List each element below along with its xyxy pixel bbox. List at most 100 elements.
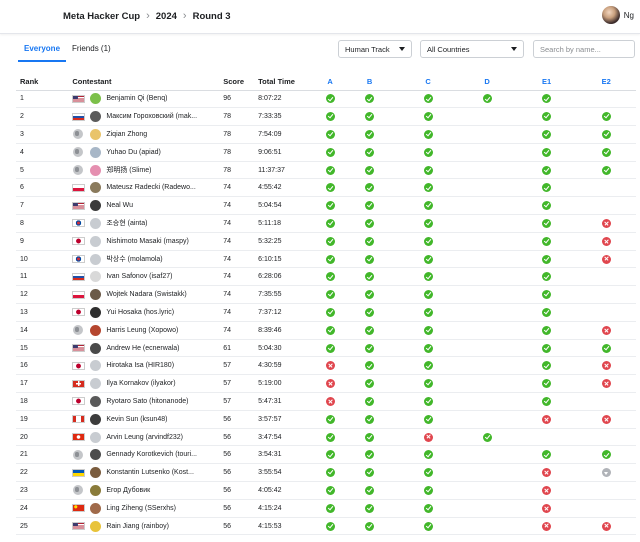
table-row[interactable]: 14 Harris Leung (Xopowo) 74 8:39:46 <box>16 321 636 340</box>
problem-cell-c[interactable] <box>398 161 458 180</box>
problem-cell-b[interactable] <box>340 445 399 465</box>
contestant-name[interactable]: Andrew He (ecnerwala) <box>106 344 180 352</box>
avatar[interactable] <box>90 520 102 532</box>
avatar[interactable] <box>90 253 102 265</box>
problem-cell-b[interactable] <box>340 392 399 411</box>
problem-cell-a[interactable] <box>319 232 341 251</box>
problem-cell-b[interactable] <box>340 303 399 322</box>
problem-cell-a[interactable] <box>319 339 341 358</box>
avatar[interactable] <box>90 342 102 354</box>
avatar[interactable] <box>90 217 102 229</box>
problem-cell-e1[interactable] <box>516 161 577 180</box>
table-row[interactable]: 11 Ivan Safonov (isaf27) 74 6:28:06 <box>16 267 636 287</box>
column-header-contestant[interactable]: Contestant <box>68 73 220 91</box>
search-input[interactable] <box>533 40 635 58</box>
problem-cell-a[interactable] <box>319 410 341 429</box>
problem-cell-a[interactable] <box>319 285 341 305</box>
problem-cell-b[interactable] <box>340 321 399 340</box>
table-row[interactable]: 10 박상수 (molamola) 74 6:10:15 <box>16 250 636 269</box>
table-row[interactable]: 12 Wojtek Nadara (Swistakk) 74 7:35:55 <box>16 285 636 305</box>
problem-cell-a[interactable] <box>319 374 341 394</box>
column-header-e1[interactable]: E1 <box>516 73 577 91</box>
contestant-name[interactable]: 박상수 (molamola) <box>106 256 163 264</box>
table-row[interactable]: 8 조승현 (ainta) 74 5:11:18 <box>16 214 636 233</box>
problem-cell-e1[interactable] <box>516 107 577 127</box>
problem-cell-c[interactable] <box>398 303 458 322</box>
avatar[interactable] <box>90 502 102 514</box>
problem-cell-e2[interactable] <box>576 232 636 251</box>
table-row[interactable]: 7 Neal Wu 74 5:04:54 <box>16 196 636 216</box>
problem-cell-b[interactable] <box>340 481 399 500</box>
problem-cell-c[interactable] <box>398 339 458 358</box>
problem-cell-e1[interactable] <box>516 374 577 394</box>
contestant-name[interactable]: Benjamin Qi (Benq) <box>106 95 168 103</box>
column-header-d[interactable]: D <box>457 73 517 91</box>
problem-cell-e1[interactable] <box>516 90 577 109</box>
contestant-name[interactable]: 조승현 (ainta) <box>106 220 148 228</box>
contestant-name[interactable]: Rain Jiang (rainboy) <box>106 522 169 530</box>
column-header-score[interactable]: Score <box>219 73 255 91</box>
avatar[interactable] <box>90 413 102 425</box>
problem-cell-c[interactable] <box>398 143 458 162</box>
table-row[interactable]: 21 Gennady Korotkevich (touri... 56 3:54:31 <box>16 445 636 465</box>
problem-cell-b[interactable] <box>340 499 399 518</box>
problem-cell-e1[interactable] <box>516 499 577 518</box>
problem-cell-a[interactable] <box>319 214 341 233</box>
contestant-name[interactable]: 郑明扬 (Slime) <box>106 167 152 175</box>
problem-cell-e1[interactable] <box>516 214 577 233</box>
problem-cell-c[interactable] <box>398 107 458 127</box>
problem-cell-a[interactable] <box>319 481 341 500</box>
avatar[interactable] <box>90 182 102 194</box>
problem-cell-e1[interactable] <box>516 356 577 376</box>
avatar[interactable] <box>90 306 102 318</box>
avatar[interactable] <box>90 128 102 140</box>
problem-cell-c[interactable] <box>398 214 458 233</box>
column-header-time[interactable]: Total Time <box>254 73 320 91</box>
problem-cell-e2[interactable] <box>576 214 636 233</box>
problem-cell-e2[interactable] <box>576 374 636 394</box>
table-row[interactable]: 6 Mateusz Radecki (Radewo... 74 4:55:42 <box>16 178 636 198</box>
avatar[interactable] <box>90 271 102 283</box>
table-row[interactable]: 3 Ziqian Zhong 78 7:54:09 <box>16 125 636 144</box>
problem-cell-a[interactable] <box>319 196 341 216</box>
contestant-name[interactable]: Максим Гороховский (mak... <box>106 113 198 121</box>
avatar[interactable] <box>90 484 102 496</box>
problem-cell-b[interactable] <box>340 356 399 376</box>
problem-cell-c[interactable] <box>398 499 458 518</box>
problem-cell-e2[interactable] <box>576 445 636 465</box>
contestant-name[interactable]: Harris Leung (Xopowo) <box>106 326 179 334</box>
problem-cell-e1[interactable] <box>516 196 577 216</box>
table-row[interactable]: 5 郑明扬 (Slime) 78 11:37:37 <box>16 161 636 180</box>
tab-friends[interactable]: Friends (1) <box>72 44 111 53</box>
avatar[interactable] <box>90 360 102 372</box>
problem-cell-e2[interactable] <box>576 517 636 536</box>
problem-cell-a[interactable] <box>319 321 341 340</box>
contestant-name[interactable]: Ivan Safonov (isaf27) <box>106 273 173 281</box>
breadcrumb-item-year[interactable]: 2024 <box>155 10 177 22</box>
contestant-name[interactable]: Yuhao Du (apiad) <box>106 148 161 156</box>
contestant-name[interactable]: Ziqian Zhong <box>106 130 148 138</box>
problem-cell-e1[interactable] <box>516 250 577 269</box>
user-menu[interactable]: Ng <box>601 6 634 24</box>
problem-cell-c[interactable] <box>398 196 458 216</box>
problem-cell-c[interactable] <box>398 90 458 109</box>
column-header-a[interactable]: A <box>319 73 341 91</box>
problem-cell-e1[interactable] <box>516 392 577 411</box>
table-row[interactable]: 23 Егор Дубовик 56 4:05:42 <box>16 481 636 500</box>
problem-cell-e1[interactable] <box>516 481 577 500</box>
problem-cell-a[interactable] <box>319 143 341 162</box>
tab-everyone[interactable]: Everyone <box>18 38 67 62</box>
problem-cell-e2[interactable] <box>576 125 636 144</box>
problem-cell-a[interactable] <box>319 267 341 287</box>
problem-cell-b[interactable] <box>340 90 399 109</box>
table-row[interactable]: 1 Benjamin Qi (Benq) 96 8:07:22 <box>16 90 636 109</box>
problem-cell-e2[interactable] <box>576 250 636 269</box>
problem-cell-c[interactable] <box>398 445 458 465</box>
problem-cell-a[interactable] <box>319 517 341 536</box>
problem-cell-c[interactable] <box>398 517 458 536</box>
problem-cell-c[interactable] <box>398 285 458 305</box>
contestant-name[interactable]: Yui Hosaka (hos.lyric) <box>106 308 175 316</box>
problem-cell-c[interactable] <box>398 463 458 483</box>
country-select[interactable]: All Countries <box>420 40 524 58</box>
problem-cell-a[interactable] <box>319 356 341 376</box>
